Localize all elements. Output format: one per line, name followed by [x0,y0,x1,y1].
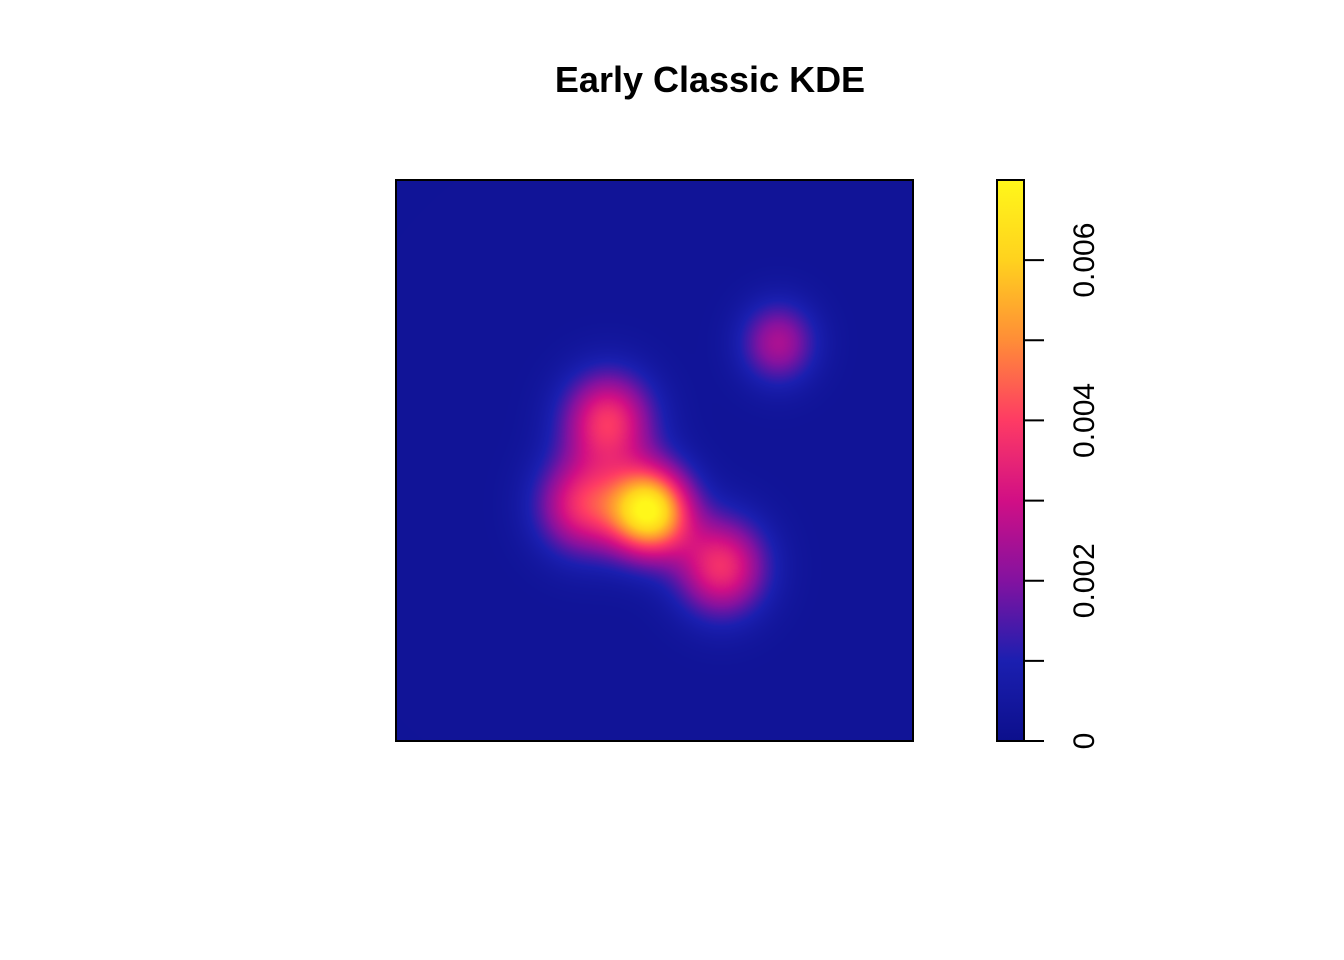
colorbar-tick-label: 0.006 [1068,223,1101,298]
heatmap-border [395,179,914,742]
colorbar-ticks: 0 0.002 0.004 0.006 [1024,223,1101,750]
chart-title: Early Classic KDE [555,59,865,100]
colorbar-tick-label: 0 [1068,733,1101,750]
colorbar: 0 0.002 0.004 0.006 [996,179,1101,750]
colorbar-gradient [997,180,1024,741]
colorbar-border [996,179,1025,742]
colorbar-tick-label: 0.002 [1068,543,1101,618]
heatmap-panel [395,179,914,742]
heatmap-image [396,180,913,741]
colorbar-tick-label: 0.004 [1068,383,1101,458]
